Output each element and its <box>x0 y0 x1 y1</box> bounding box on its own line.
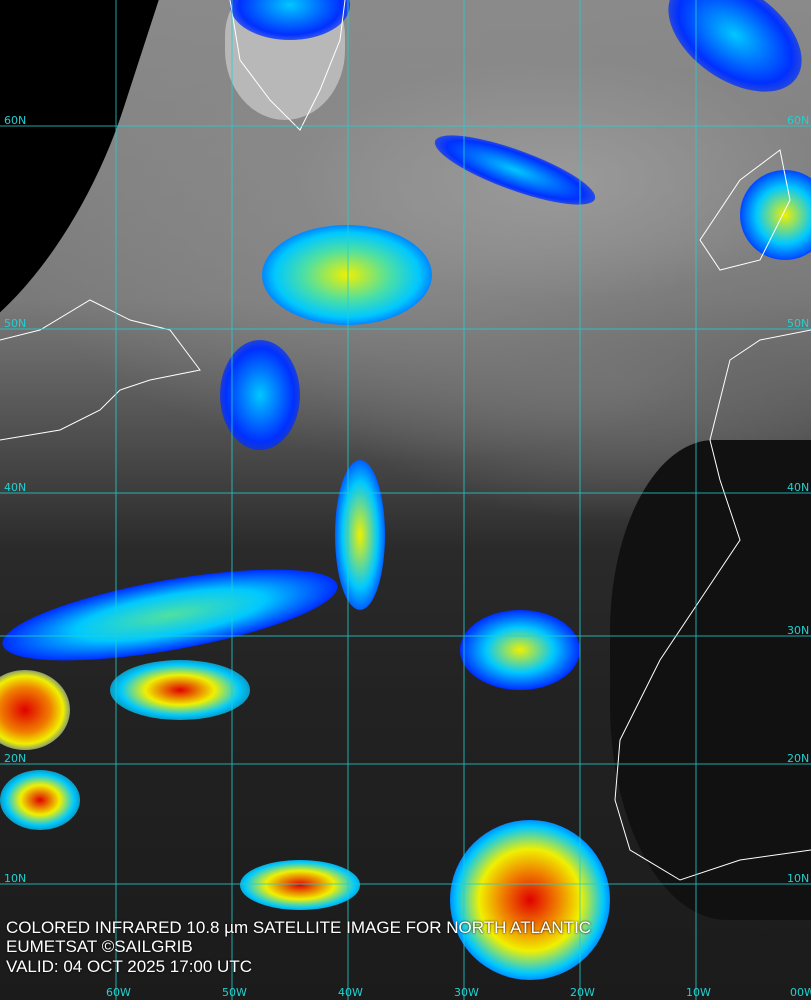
cloud-storm-north <box>262 225 432 325</box>
coast-greenland <box>229 0 346 131</box>
coast-africa-europe <box>614 329 811 881</box>
lat-label-50n-left: 50N <box>4 317 27 330</box>
lat-label-40n: 40N <box>787 481 810 494</box>
cloud-antilles <box>0 770 80 830</box>
cloud-mid-atlantic <box>460 610 580 690</box>
coast-north-america <box>0 299 201 441</box>
lat-label-10n: 10N <box>787 872 810 885</box>
lon-label-10w: 10W <box>686 986 711 999</box>
cloud-front <box>335 460 385 610</box>
cloud-caribbean-2 <box>110 660 250 720</box>
caption-source: EUMETSAT ©SAILGRIB <box>6 937 193 956</box>
lon-label-40w: 40W <box>338 986 363 999</box>
cloud-europe <box>740 170 811 260</box>
lat-label-60n-left: 60N <box>4 114 27 127</box>
cloud-low-west <box>220 340 300 450</box>
caption-valid-time: VALID: 04 OCT 2025 17:00 UTC <box>6 957 252 976</box>
cloud-itcz <box>450 820 610 980</box>
lon-label-30w: 30W <box>454 986 479 999</box>
cloud-itcz-west <box>240 860 360 910</box>
coast-british-isles <box>699 149 791 271</box>
lon-label-20w: 20W <box>570 986 595 999</box>
lon-label-00w: 00W <box>790 986 811 999</box>
caption-title: COLORED INFRARED 10.8 µm SATELLITE IMAGE… <box>6 918 592 937</box>
lon-label-50w: 50W <box>222 986 247 999</box>
coastlines <box>0 0 811 881</box>
lat-label-40n-left: 40N <box>4 481 27 494</box>
africa-land <box>610 440 811 920</box>
lat-label-50n: 50N <box>787 317 810 330</box>
lat-label-60n: 60N <box>787 114 810 127</box>
cloud-caribbean-red <box>0 670 70 750</box>
lat-label-10n-left: 10N <box>4 872 27 885</box>
lat-label-30n: 30N <box>787 624 810 637</box>
lat-label-20n: 20N <box>787 752 810 765</box>
lat-label-20n-left: 20N <box>4 752 27 765</box>
lon-label-60w: 60W <box>106 986 131 999</box>
